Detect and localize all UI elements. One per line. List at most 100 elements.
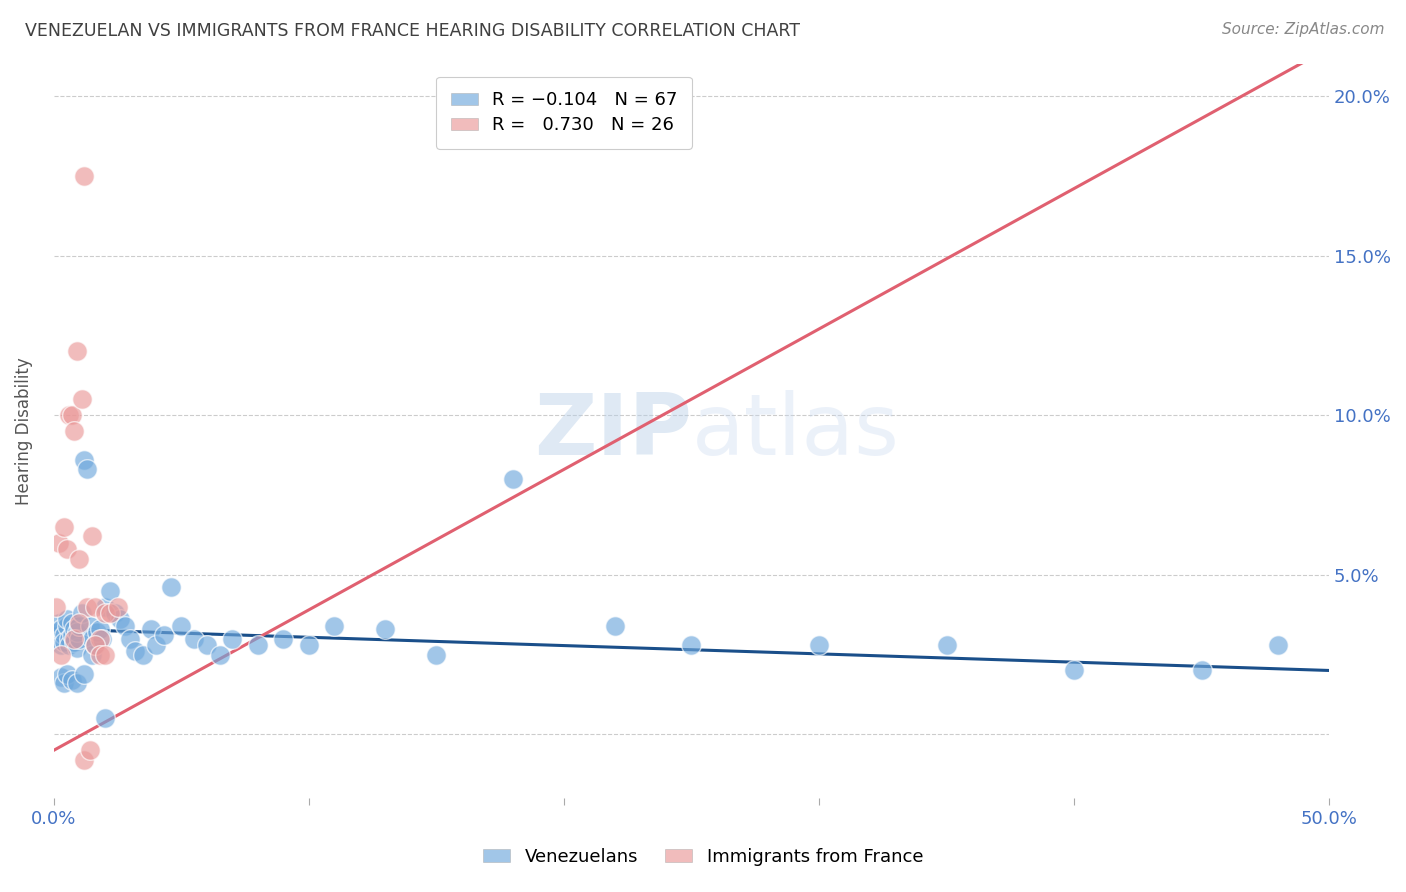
Point xyxy=(53,628,76,642)
Point xyxy=(681,638,703,652)
Point xyxy=(120,632,142,646)
Point xyxy=(63,622,86,636)
Point xyxy=(55,619,77,633)
Point xyxy=(70,392,93,407)
Point xyxy=(45,599,67,614)
Y-axis label: Hearing Disability: Hearing Disability xyxy=(15,357,32,505)
Point xyxy=(73,666,96,681)
Point xyxy=(104,606,127,620)
Point xyxy=(170,619,193,633)
Point xyxy=(60,615,83,630)
Point xyxy=(55,666,77,681)
Point xyxy=(91,632,114,646)
Legend: R = −0.104   N = 67, R =   0.730   N = 26: R = −0.104 N = 67, R = 0.730 N = 26 xyxy=(436,77,692,149)
Point xyxy=(73,753,96,767)
Point xyxy=(51,648,73,662)
Point xyxy=(425,648,447,662)
Point xyxy=(66,344,89,359)
Point xyxy=(66,641,89,656)
Point xyxy=(298,638,321,652)
Point xyxy=(45,632,67,646)
Point xyxy=(80,529,103,543)
Point xyxy=(83,599,105,614)
Point xyxy=(152,628,174,642)
Point xyxy=(86,625,108,640)
Point xyxy=(502,472,524,486)
Point xyxy=(1191,664,1213,678)
Point xyxy=(63,632,86,646)
Point xyxy=(124,644,146,658)
Point xyxy=(66,625,89,640)
Point xyxy=(107,599,129,614)
Text: VENEZUELAN VS IMMIGRANTS FROM FRANCE HEARING DISABILITY CORRELATION CHART: VENEZUELAN VS IMMIGRANTS FROM FRANCE HEA… xyxy=(25,22,800,40)
Point xyxy=(53,520,76,534)
Point xyxy=(603,619,626,633)
Point xyxy=(48,625,70,640)
Point xyxy=(808,638,831,652)
Point xyxy=(98,583,121,598)
Point xyxy=(132,648,155,662)
Point xyxy=(1267,638,1289,652)
Point xyxy=(208,648,231,662)
Point xyxy=(58,632,80,646)
Point xyxy=(51,622,73,636)
Point xyxy=(98,606,121,620)
Point xyxy=(66,676,89,690)
Point xyxy=(63,424,86,438)
Point xyxy=(60,628,83,642)
Point xyxy=(94,711,117,725)
Legend: Venezuelans, Immigrants from France: Venezuelans, Immigrants from France xyxy=(470,835,936,879)
Point xyxy=(94,599,117,614)
Point xyxy=(160,581,183,595)
Point xyxy=(73,452,96,467)
Point xyxy=(139,622,162,636)
Point xyxy=(48,536,70,550)
Point xyxy=(80,632,103,646)
Point xyxy=(83,638,105,652)
Point xyxy=(73,169,96,183)
Point xyxy=(60,673,83,687)
Point xyxy=(183,632,205,646)
Point xyxy=(108,612,131,626)
Point xyxy=(89,648,111,662)
Point xyxy=(323,619,346,633)
Point xyxy=(273,632,295,646)
Point xyxy=(48,615,70,630)
Text: ZIP: ZIP xyxy=(534,390,692,473)
Point xyxy=(935,638,957,652)
Point xyxy=(221,632,243,646)
Point xyxy=(51,670,73,684)
Point xyxy=(79,743,101,757)
Point xyxy=(67,619,90,633)
Point xyxy=(63,634,86,648)
Point xyxy=(76,462,98,476)
Text: atlas: atlas xyxy=(692,390,900,473)
Point xyxy=(58,638,80,652)
Point xyxy=(60,408,83,422)
Point xyxy=(89,632,111,646)
Point xyxy=(1063,664,1085,678)
Point xyxy=(94,606,117,620)
Point xyxy=(83,638,105,652)
Point xyxy=(76,599,98,614)
Point xyxy=(195,638,218,652)
Point xyxy=(79,619,101,633)
Point xyxy=(70,606,93,620)
Point xyxy=(114,619,136,633)
Point xyxy=(246,638,269,652)
Point xyxy=(374,622,396,636)
Point xyxy=(67,551,90,566)
Point xyxy=(89,622,111,636)
Text: Source: ZipAtlas.com: Source: ZipAtlas.com xyxy=(1222,22,1385,37)
Point xyxy=(58,408,80,422)
Point xyxy=(53,634,76,648)
Point xyxy=(67,632,90,646)
Point xyxy=(145,638,167,652)
Point xyxy=(80,648,103,662)
Point xyxy=(53,676,76,690)
Point xyxy=(94,648,117,662)
Point xyxy=(51,638,73,652)
Point xyxy=(55,612,77,626)
Point xyxy=(67,615,90,630)
Point xyxy=(55,542,77,557)
